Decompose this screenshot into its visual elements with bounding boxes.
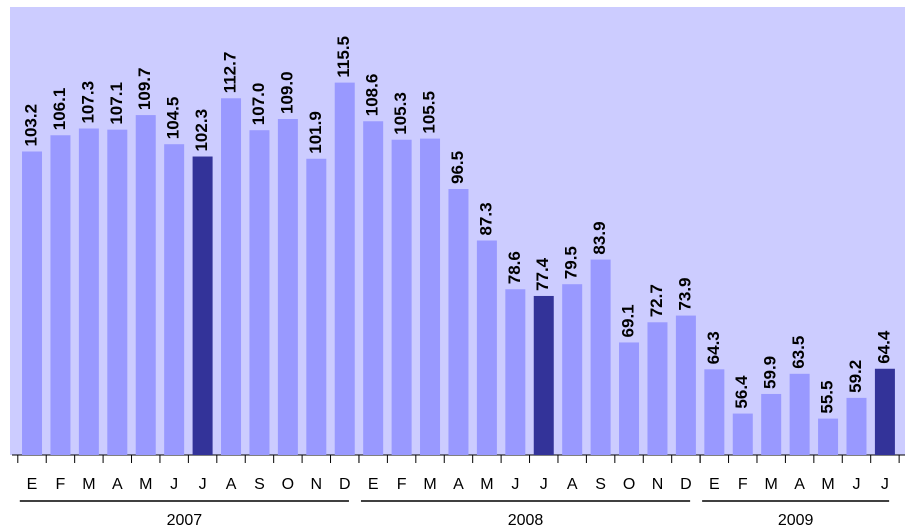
x-tick-label: E (709, 476, 720, 493)
x-tick-label: E (27, 476, 38, 493)
x-tick-label: F (56, 476, 66, 493)
x-tick-label: N (311, 476, 323, 493)
bar (277, 119, 298, 455)
x-tick-label: A (567, 476, 578, 493)
bar (164, 144, 185, 455)
x-tick-label: M (82, 476, 95, 493)
bar (505, 289, 526, 455)
bar (420, 138, 441, 455)
value-label: 64.4 (874, 330, 893, 364)
x-tick-label: S (254, 476, 265, 493)
bar (846, 397, 867, 455)
bar (476, 240, 497, 455)
bar (789, 373, 810, 455)
x-tick-label: E (368, 476, 379, 493)
bar (363, 121, 384, 456)
bar (732, 413, 753, 455)
x-tick-label: M (423, 476, 436, 493)
x-tick-label: O (623, 476, 635, 493)
x-tick-label: M (139, 476, 152, 493)
value-label: 78.6 (505, 251, 524, 284)
value-label: 79.5 (562, 246, 581, 279)
value-label: 109.0 (277, 71, 296, 114)
group-label: 2009 (778, 512, 814, 529)
bar (78, 128, 99, 455)
group-label: 2008 (508, 512, 544, 529)
group-label: 2007 (167, 512, 203, 529)
bar (221, 98, 242, 455)
x-tick-label: D (339, 476, 351, 493)
x-tick-label: A (112, 476, 123, 493)
bar (306, 158, 327, 455)
bar (675, 315, 696, 455)
value-label: 107.0 (249, 83, 268, 126)
bar (562, 284, 583, 455)
bar (647, 322, 668, 455)
value-label: 105.5 (420, 91, 439, 134)
value-label: 55.5 (818, 381, 837, 414)
x-tick-label: S (595, 476, 606, 493)
value-label: 101.9 (306, 111, 325, 154)
value-label: 102.3 (192, 109, 211, 152)
x-tick-label: A (794, 476, 805, 493)
x-tick-label: J (199, 476, 207, 493)
value-label: 96.5 (448, 151, 467, 184)
bar (50, 135, 71, 456)
x-tick-label: N (652, 476, 664, 493)
bar (22, 151, 43, 456)
value-label: 72.7 (647, 284, 666, 317)
x-tick-label: D (680, 476, 692, 493)
value-label: 107.3 (78, 81, 97, 124)
bar (590, 259, 611, 455)
value-label: 87.3 (476, 202, 495, 235)
value-label: 105.3 (391, 92, 410, 135)
value-label: 103.2 (21, 104, 40, 147)
x-tick-label: J (170, 476, 178, 493)
value-label: 77.4 (533, 257, 552, 291)
x-tick-label: O (282, 476, 294, 493)
value-label: 64.3 (704, 331, 723, 364)
bar (874, 368, 895, 455)
bar (448, 189, 469, 455)
bar (704, 369, 725, 455)
value-label: 104.5 (164, 97, 183, 140)
value-label: 63.5 (789, 336, 808, 369)
value-label: 115.5 (334, 36, 353, 78)
bar (761, 393, 782, 455)
x-tick-label: A (453, 476, 464, 493)
value-label: 59.9 (761, 356, 780, 389)
x-tick-label: J (540, 476, 548, 493)
x-tick-label: M (765, 476, 778, 493)
value-label: 59.2 (846, 360, 865, 393)
bar (533, 295, 554, 455)
bar (135, 115, 156, 455)
bar (619, 342, 640, 455)
x-tick-label: M (821, 476, 834, 493)
bar (334, 82, 355, 455)
x-tick-label: F (397, 476, 407, 493)
x-tick-label: A (226, 476, 237, 493)
value-label: 73.9 (675, 277, 694, 310)
value-label: 108.6 (363, 74, 382, 117)
bar (192, 156, 213, 455)
x-tick-label: J (852, 476, 860, 493)
x-tick-label: F (738, 476, 748, 493)
value-label: 69.1 (619, 304, 638, 337)
value-label: 83.9 (590, 221, 609, 254)
bar (391, 139, 412, 455)
bar (107, 129, 128, 455)
value-label: 112.7 (221, 52, 240, 94)
bar (818, 418, 839, 455)
bar (249, 130, 270, 455)
x-tick-label: J (511, 476, 519, 493)
value-label: 106.1 (50, 88, 69, 131)
x-tick-label: J (881, 476, 889, 493)
value-label: 109.7 (135, 68, 154, 111)
value-label: 107.1 (107, 82, 126, 125)
x-tick-label: M (480, 476, 493, 493)
value-label: 56.4 (732, 375, 751, 409)
